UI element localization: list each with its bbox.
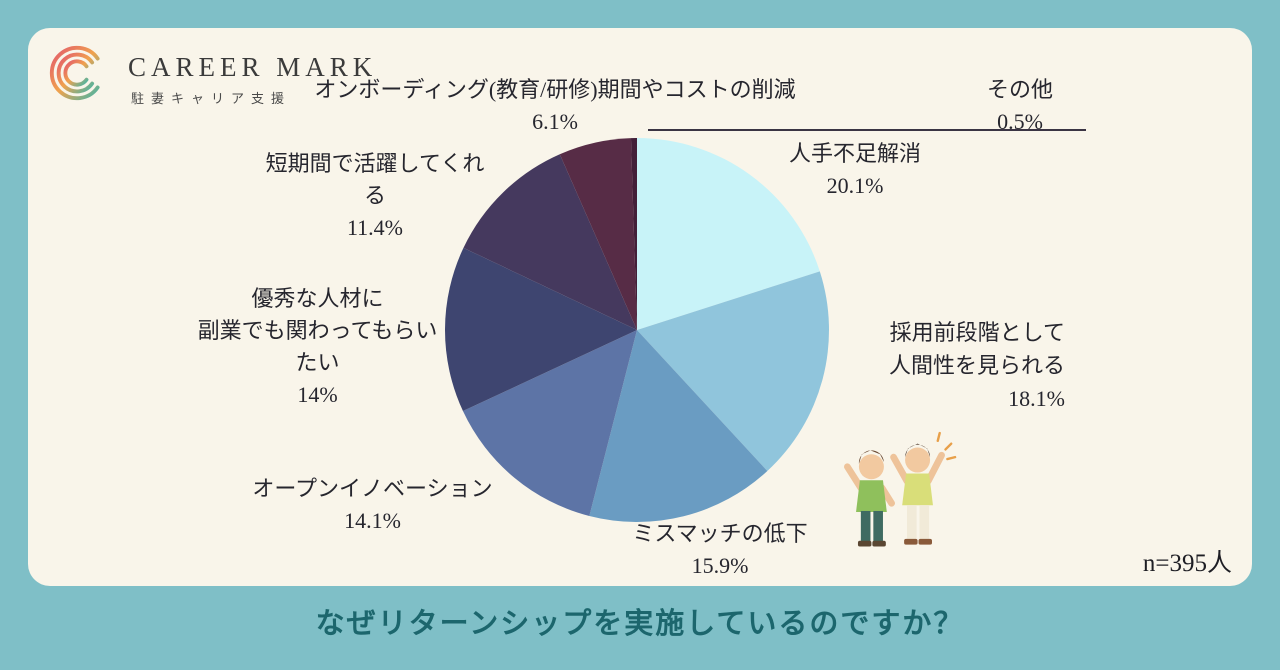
pie-slice-2: [589, 330, 768, 522]
pie-slice-6: [559, 138, 637, 330]
label-open-innovation: オープンイノベーション 14.1%: [245, 473, 500, 537]
label-pct: 15.9%: [691, 553, 749, 578]
brand-name: CAREER MARK: [128, 52, 378, 82]
label-text: 採用前段階として: [889, 320, 1065, 345]
label-mismatch: ミスマッチの低下 15.9%: [600, 518, 840, 582]
label-short-term: 短期間で活躍してくれる 11.4%: [255, 148, 495, 244]
label-pct: 14.1%: [344, 508, 401, 533]
label-pct: 11.4%: [346, 215, 403, 240]
label-text: 短期間で活躍してくれる: [265, 151, 485, 208]
label-pre-hiring: 採用前段階として 人間性を見られる 18.1%: [820, 316, 1065, 415]
label-text: オープンイノベーション: [252, 476, 493, 501]
label-text: その他: [986, 77, 1053, 102]
label-text: 人手不足解消: [788, 141, 921, 166]
label-pct: 20.1%: [826, 173, 884, 198]
career-mark-logo-icon: [49, 45, 100, 101]
pie-slice-0: [637, 138, 820, 330]
label-other: その他 0.5%: [955, 74, 1085, 138]
sample-size: n=395人: [1142, 550, 1232, 577]
other-leader-line: [648, 129, 1086, 131]
pie-slice-4: [445, 247, 637, 412]
pie-slice-7: [630, 137, 637, 330]
label-text: 人間性を見られる: [888, 353, 1065, 378]
label-text: オンボーディング(教育/研修)期間やコストの削減: [314, 77, 796, 102]
label-text: 副業でも関わってもらいたい: [197, 318, 438, 375]
label-text: ミスマッチの低下: [632, 521, 808, 546]
label-pct: 0.5%: [997, 109, 1043, 134]
label-pct: 14%: [297, 382, 338, 407]
pie-chart: [445, 137, 829, 522]
pie-slice-3: [462, 330, 637, 516]
pie-slice-5: [463, 154, 637, 330]
page-title: なぜリターンシップを実施しているのですか？: [315, 608, 965, 640]
brand-subtitle: 駐妻キャリア支援: [131, 91, 292, 106]
label-pct: 18.1%: [1008, 386, 1065, 411]
pie-slice-1: [637, 271, 829, 471]
label-pct: 6.1%: [532, 109, 578, 134]
label-onboarding: オンボーディング(教育/研修)期間やコストの削減 6.1%: [255, 74, 855, 138]
label-talent-sidejob: 優秀な人材に 副業でも関わってもらいたい 14%: [190, 283, 445, 411]
label-labor-shortage: 人手不足解消 20.1%: [735, 138, 975, 202]
cheering-people-illustration: [844, 431, 957, 547]
label-text: 優秀な人材に: [251, 286, 384, 311]
